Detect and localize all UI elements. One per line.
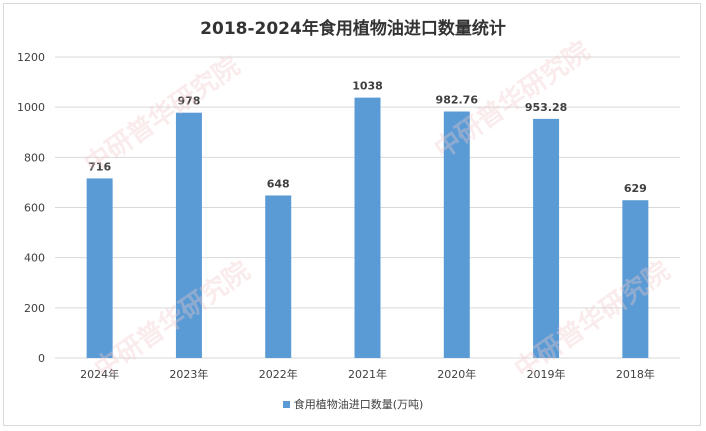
y-tick-label: 1000 [17, 101, 45, 114]
data-label: 648 [267, 177, 290, 190]
data-label: 716 [88, 160, 111, 173]
legend-swatch [282, 400, 290, 408]
legend-label: 食用植物油进口数量(万吨) [293, 398, 424, 411]
bar [533, 118, 560, 359]
data-label: 953.28 [525, 101, 567, 114]
y-tick-label: 800 [24, 151, 45, 164]
x-tick-label: 2019年 [527, 367, 566, 381]
x-tick-label: 2024年 [80, 367, 119, 381]
bar [622, 200, 649, 358]
data-label: 629 [624, 182, 647, 195]
y-tick-label: 600 [24, 202, 45, 215]
y-tick-label: 200 [24, 302, 45, 315]
y-tick-label: 0 [38, 352, 45, 365]
x-tick-label: 2022年 [259, 367, 298, 381]
bar [175, 112, 202, 358]
x-tick-label: 2023年 [169, 367, 208, 381]
y-tick-label: 400 [24, 252, 45, 265]
bar [354, 97, 381, 358]
data-label: 982.76 [436, 93, 479, 106]
data-label: 978 [177, 95, 200, 108]
legend: 食用植物油进口数量(万吨) [0, 396, 706, 412]
bar [265, 195, 292, 358]
x-tick-label: 2021年 [348, 367, 387, 381]
chart-frame [3, 3, 701, 426]
y-tick-label: 1200 [17, 51, 45, 64]
data-label: 1038 [352, 80, 383, 93]
bar [443, 111, 470, 359]
chart-title: 2018-2024年食用植物油进口数量统计 [200, 19, 506, 39]
bar [86, 178, 113, 358]
x-tick-label: 2020年 [437, 367, 476, 381]
x-tick-label: 2018年 [616, 367, 655, 381]
